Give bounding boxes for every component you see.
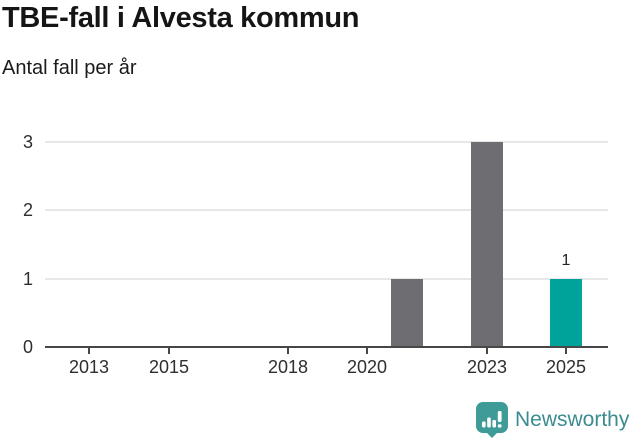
brand-name: Newsworthy [515, 408, 630, 431]
x-tick [287, 348, 289, 354]
logo-pin-shape [476, 402, 508, 438]
bar-2021 [391, 279, 423, 347]
x-tick-label: 2023 [466, 357, 508, 377]
x-axis-line [45, 346, 608, 348]
newsworthy-logo-icon [476, 402, 508, 438]
x-tick-label: 2013 [68, 357, 110, 377]
y-tick-label: 0 [22, 337, 33, 357]
chart-subtitle: Antal fall per år [2, 57, 137, 79]
logo-barchart-exclamation-glyph [482, 411, 502, 428]
bar-value-label: 1 [561, 252, 571, 269]
x-tick [168, 348, 170, 354]
brand-footer: Newsworthy [476, 402, 629, 438]
y-tick-label: 1 [22, 269, 33, 289]
chart-title: TBE-fall i Alvesta kommun [2, 2, 360, 34]
x-tick [88, 348, 90, 354]
y-tick-label: 2 [22, 200, 33, 220]
gridline [45, 278, 608, 280]
x-tick-label: 2018 [267, 357, 309, 377]
bar-2023 [471, 142, 503, 347]
x-tick [565, 348, 567, 354]
x-tick-label: 2020 [346, 357, 388, 377]
bar-2025 [550, 279, 582, 347]
x-tick [366, 348, 368, 354]
x-tick-label: 2025 [545, 357, 587, 377]
x-tick-label: 2015 [148, 357, 190, 377]
y-tick-label: 3 [22, 132, 33, 152]
gridline [45, 141, 608, 143]
x-tick [486, 348, 488, 354]
gridline [45, 209, 608, 211]
